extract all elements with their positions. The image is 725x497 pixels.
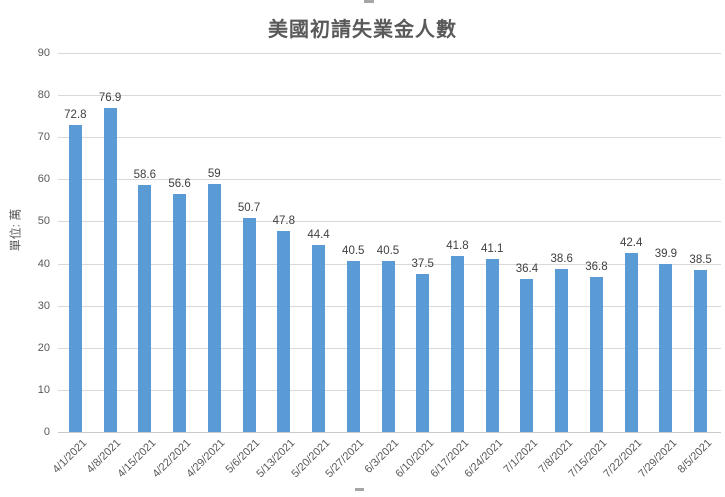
y-tick-label: 90 <box>37 47 50 59</box>
y-tick-label: 50 <box>37 215 50 228</box>
bar <box>624 253 638 432</box>
bar-value-label: 38.6 <box>550 253 573 266</box>
y-tick-label: 80 <box>37 89 50 102</box>
bar <box>207 183 221 432</box>
y-tick-label: 10 <box>37 383 50 396</box>
bar <box>242 218 256 432</box>
bar <box>68 125 82 432</box>
bar-value-label: 50.7 <box>237 202 261 215</box>
bar-value-label: 42.4 <box>619 237 643 250</box>
gridline <box>58 53 721 54</box>
bar <box>520 278 534 432</box>
bar-value-label: 39.9 <box>654 247 678 260</box>
x-tick-label: 7/1/2021 <box>501 437 541 476</box>
bar-value-label: 76.9 <box>98 92 122 105</box>
bar <box>277 230 291 432</box>
bar-value-label: 36.4 <box>515 262 539 275</box>
bar-value-label: 44.4 <box>307 229 330 242</box>
bar-value-label: 59 <box>207 167 221 180</box>
bar-value-label: 36.8 <box>585 261 608 274</box>
bar-value-label: 41.8 <box>446 239 469 252</box>
bar <box>312 245 326 432</box>
gridline <box>58 221 721 223</box>
y-tick-label: 30 <box>37 299 50 312</box>
bar-value-label: 56.6 <box>168 177 191 190</box>
bar <box>589 277 603 432</box>
gridline <box>58 95 721 97</box>
bar-value-label: 41.1 <box>481 242 504 255</box>
bar <box>173 193 187 432</box>
y-tick-label: 0 <box>43 426 50 438</box>
y-tick-label: 40 <box>37 257 50 270</box>
y-tick-label: 60 <box>37 173 50 186</box>
bar <box>138 185 152 432</box>
chart-title: 美國初請失業金人數 <box>268 19 457 41</box>
x-axis-line <box>58 432 721 433</box>
bar-value-label: 58.6 <box>133 169 157 182</box>
bar-value-label: 38.5 <box>689 253 712 266</box>
y-tick-label: 70 <box>37 131 50 144</box>
clipped-artifact-top <box>364 0 374 3</box>
bar-value-label: 37.5 <box>411 258 434 271</box>
clipped-artifact-bottom <box>355 488 364 491</box>
bar <box>659 263 673 432</box>
bar-value-label: 47.8 <box>272 214 295 227</box>
x-tick-label: 4/1/2021 <box>50 437 89 476</box>
y-tick-label: 20 <box>37 341 50 354</box>
bar-value-label: 40.5 <box>342 245 365 258</box>
bar <box>416 274 430 432</box>
x-tick-label: 8/5/2021 <box>675 437 715 476</box>
bar <box>346 261 360 432</box>
bar <box>103 108 117 432</box>
bar <box>381 261 395 432</box>
bar <box>694 269 708 432</box>
bar-value-label: 72.8 <box>64 109 87 122</box>
bar <box>485 258 499 432</box>
gridline <box>58 179 721 181</box>
bar <box>450 255 464 432</box>
bar-value-label: 40.5 <box>376 245 400 258</box>
gridline <box>58 137 721 139</box>
bar <box>555 269 569 432</box>
